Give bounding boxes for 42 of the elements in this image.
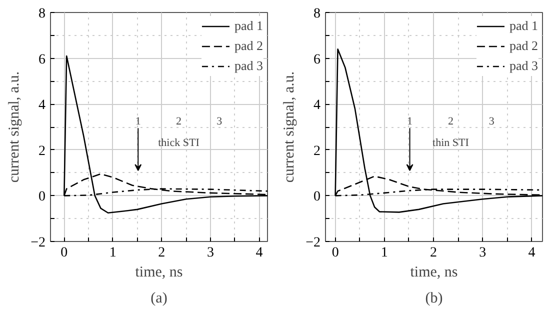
legend-label: pad 3 <box>509 58 538 74</box>
y-axis-title: current signal, a.u. <box>282 71 298 183</box>
y-tick-label: 4 <box>314 98 320 114</box>
annotation: 1 <box>407 116 413 128</box>
x-tick-label: 0 <box>60 246 68 260</box>
annotation: 2 <box>176 116 182 128</box>
x-tick-label: 1 <box>109 246 116 260</box>
y-tick-label: 6 <box>38 52 46 68</box>
annotation: 2 <box>448 116 454 128</box>
y-tick-label: 0 <box>38 190 46 205</box>
legend-label: pad 2 <box>509 38 538 54</box>
y-tick-label: 8 <box>314 6 320 22</box>
y-axis-title: current signal, a.u. <box>6 71 23 183</box>
annotation: thick STI <box>158 137 200 150</box>
x-tick-label: 3 <box>206 246 214 260</box>
text: (a) <box>150 290 168 306</box>
annotation: 3 <box>216 116 223 128</box>
y-tick-label: 0 <box>314 190 320 205</box>
y-tick-label: −2 <box>30 236 46 250</box>
annotation: 1 <box>135 116 141 128</box>
legend-label: pad 2 <box>234 38 263 54</box>
x-tick-label: 4 <box>256 246 263 260</box>
text: (b) <box>425 290 443 306</box>
y-tick-label: 6 <box>314 52 320 68</box>
annotation: 3 <box>488 116 495 128</box>
x-axis-title: time, ns <box>410 264 458 280</box>
y-tick-label: 4 <box>38 98 46 114</box>
x-tick-label: 2 <box>430 246 438 260</box>
x-tick-label: 3 <box>479 246 486 260</box>
legend-label: pad 1 <box>509 18 538 34</box>
x-tick-label: 0 <box>332 246 339 260</box>
x-tick-label: 4 <box>528 246 536 260</box>
annotation: thin STI <box>432 137 470 150</box>
x-tick-label: 2 <box>158 246 166 260</box>
y-tick-label: −2 <box>306 236 321 250</box>
legend-label: pad 1 <box>234 18 263 34</box>
x-tick-label: 1 <box>380 246 388 260</box>
y-tick-label: 2 <box>38 144 46 159</box>
legend-label: pad 3 <box>234 58 263 74</box>
y-tick-label: 8 <box>38 6 46 22</box>
x-axis-title: time, ns <box>135 264 183 280</box>
y-tick-label: 2 <box>314 144 320 159</box>
